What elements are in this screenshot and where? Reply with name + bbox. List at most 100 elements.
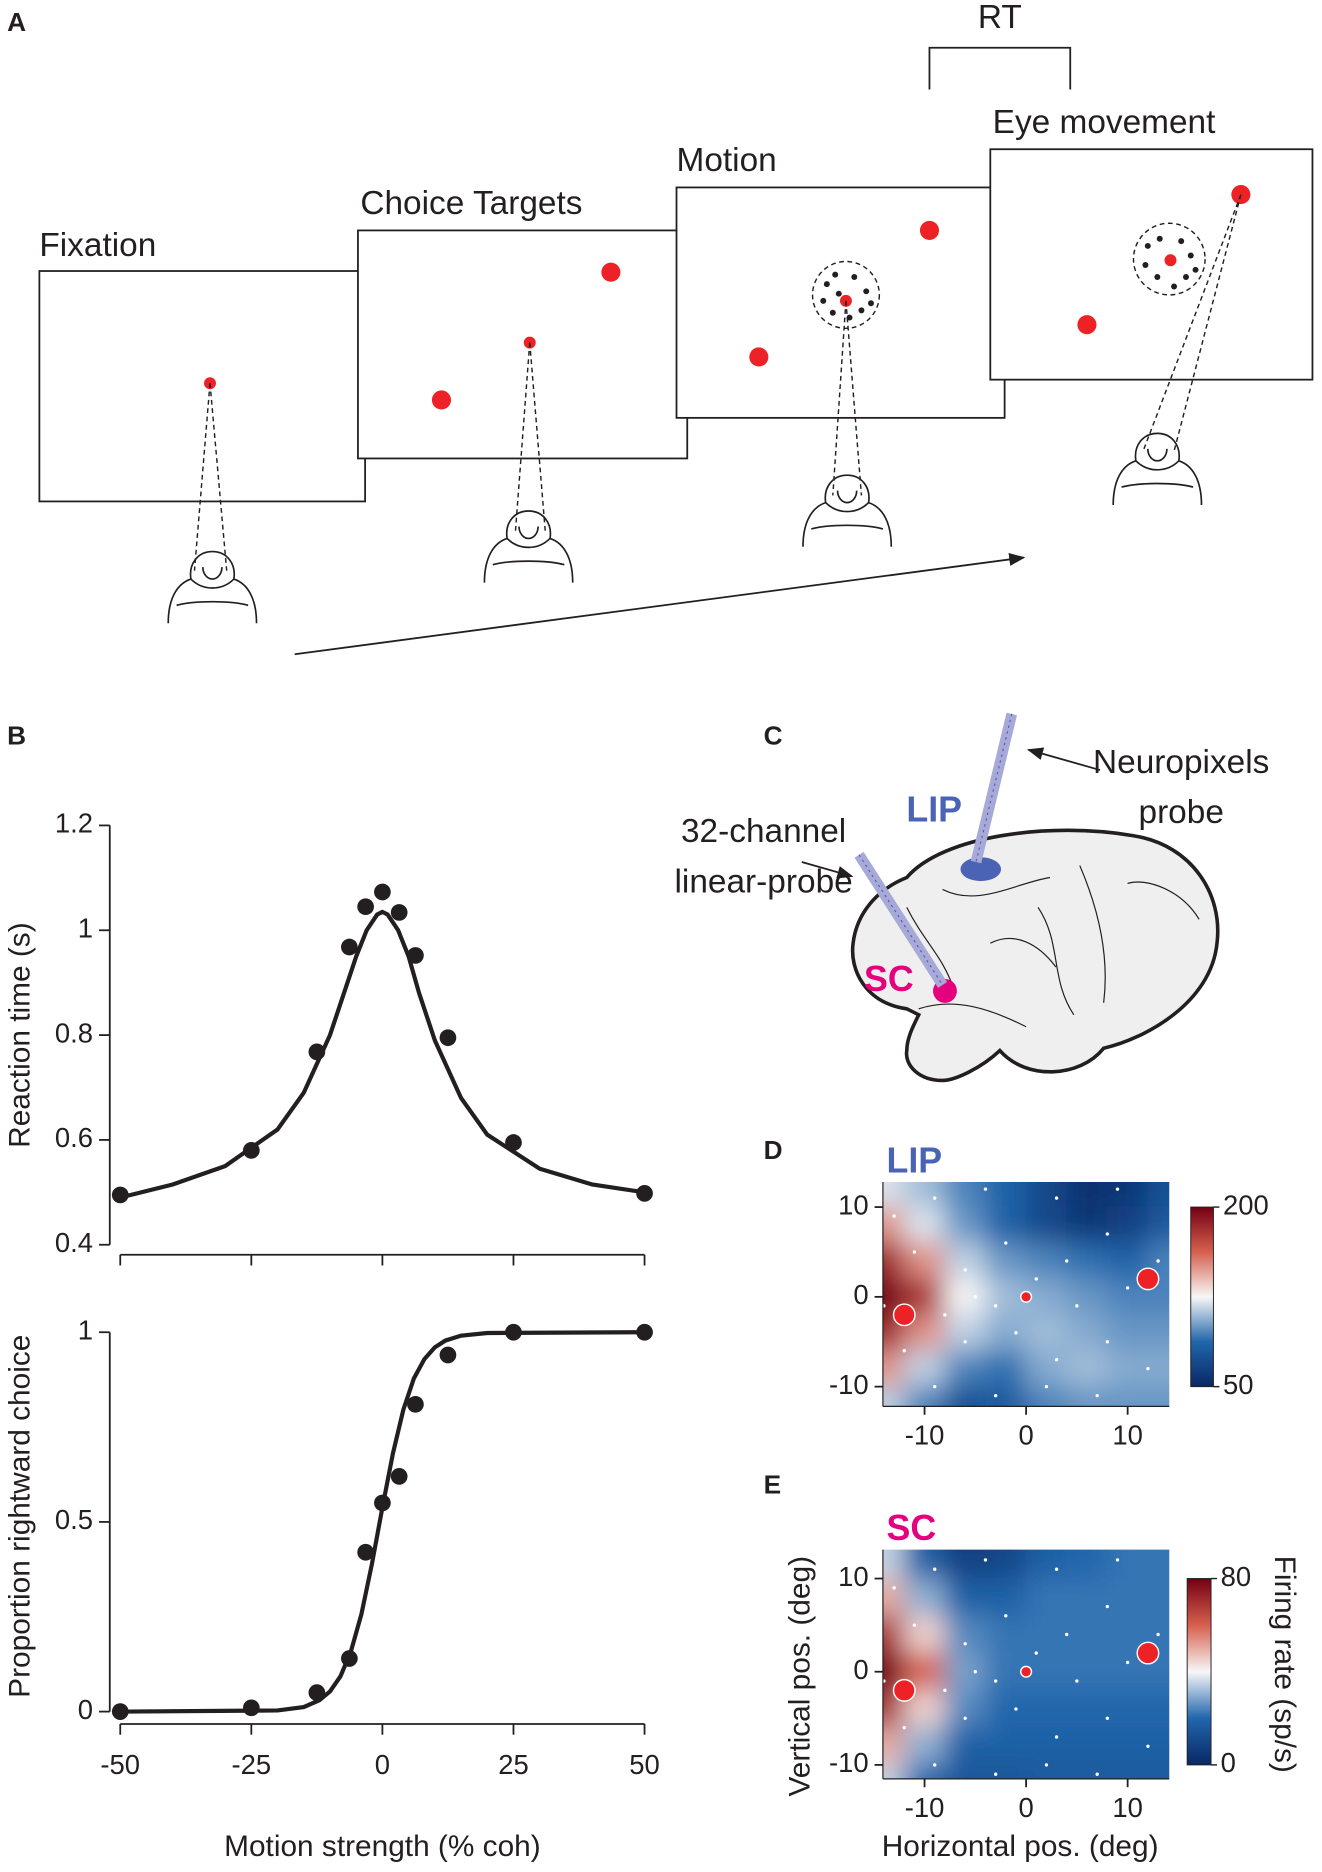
heatmap-cell [1025, 1764, 1068, 1779]
heatmap-cell [1025, 1386, 1068, 1407]
x-tick-label: -10 [905, 1792, 945, 1823]
heatmap-cell [1025, 1727, 1068, 1766]
heatmap-title: SC [887, 1508, 937, 1548]
data-point [636, 1323, 653, 1341]
y-axis-label: Vertical pos. (deg) [784, 1556, 817, 1796]
motion-aperture [1132, 222, 1206, 296]
sample-point [1065, 1632, 1069, 1637]
sample-point [882, 1304, 886, 1308]
sample-point [1105, 1232, 1110, 1236]
sample-point [1156, 1632, 1160, 1637]
panel-a: A RT Fixation Choice Targets Motion Eye … [7, 0, 1314, 656]
heatmap-cell [882, 1350, 905, 1388]
data-point [357, 898, 374, 916]
fit-curve [120, 1330, 645, 1714]
heatmap-cell [984, 1652, 1027, 1691]
y-tick-label: 0 [853, 1654, 868, 1685]
sample-point [1125, 1286, 1130, 1290]
heatmap-cell [1066, 1206, 1108, 1244]
heatmap-cells [882, 1549, 1170, 1779]
sample-point [993, 1679, 998, 1683]
heatmap-cell [984, 1278, 1027, 1316]
data-point [111, 1186, 129, 1204]
heatmap-cell [882, 1242, 905, 1280]
heatmap-cell [1066, 1278, 1108, 1316]
sample-point [963, 1340, 967, 1344]
data-point [390, 904, 408, 921]
heatmap-cell [903, 1549, 946, 1580]
heatmap-cell [1066, 1727, 1108, 1766]
heatmap-cell [984, 1689, 1027, 1729]
sample-point [1095, 1772, 1099, 1776]
heatmap-cell [1106, 1181, 1149, 1208]
heatmap-cell [903, 1727, 946, 1766]
probe-label: Neuropixels [1093, 744, 1269, 781]
gaze-line [514, 342, 546, 532]
sample-point [973, 1670, 977, 1674]
probe-label: 32-channel [681, 813, 846, 850]
y-tick-label: 10 [838, 1189, 869, 1220]
sample-point [993, 1304, 998, 1308]
colorbar-tick-label: 200 [1223, 1189, 1269, 1220]
heatmap-cell [1147, 1242, 1170, 1280]
x-tick-label: 0 [1018, 1792, 1033, 1823]
x-tick-label: 0 [1018, 1420, 1033, 1451]
heatmap-cell [984, 1181, 1027, 1208]
heatmap-cell [1025, 1242, 1068, 1280]
heatmap-cell [1147, 1350, 1170, 1388]
heatmap-cell [984, 1314, 1027, 1352]
x-tick-label: 10 [1112, 1420, 1143, 1451]
panel-label: E [764, 1469, 782, 1499]
heatmap-cell [944, 1577, 987, 1617]
y-tick-label: -10 [829, 1747, 869, 1778]
heatmap-cell [1066, 1242, 1108, 1280]
heatmap-cell [1025, 1549, 1068, 1580]
heatmap-cell [1066, 1652, 1108, 1691]
colorbar-tick-label: 0 [1221, 1747, 1236, 1778]
target [892, 1303, 916, 1327]
step-label: Fixation [39, 227, 156, 264]
heatmap-cell [984, 1577, 1027, 1617]
sample-point [963, 1716, 967, 1720]
y-tick-label: 0 [78, 1694, 93, 1725]
heatmap-cell [1147, 1549, 1170, 1580]
target [919, 220, 940, 240]
panel-label: A [7, 7, 26, 37]
sample-point [1044, 1763, 1049, 1767]
heatmap-cell [944, 1206, 987, 1244]
target [1077, 315, 1097, 335]
heatmap-cell [984, 1206, 1027, 1244]
heatmap-cell [1025, 1206, 1068, 1244]
data-point [636, 1185, 653, 1202]
y-tick-label: 1 [78, 913, 93, 944]
sample-point [1004, 1614, 1008, 1618]
heatmap-cell [882, 1764, 905, 1779]
heatmap-cells [882, 1181, 1170, 1407]
target [1020, 1665, 1033, 1678]
sample-point [882, 1679, 886, 1683]
heatmap-cell [1025, 1314, 1068, 1352]
y-tick-label: 0.6 [55, 1122, 93, 1153]
heatmap-cell [944, 1181, 987, 1208]
heatmap-cell [903, 1242, 946, 1280]
screen [357, 229, 689, 460]
x-tick-label: 25 [498, 1749, 529, 1780]
sample-point [1105, 1604, 1110, 1609]
step-label: Eye movement [993, 104, 1216, 141]
heatmap-cell [1066, 1181, 1108, 1208]
data-point [439, 1346, 457, 1364]
data-point [390, 1468, 408, 1485]
sample-point [892, 1586, 896, 1590]
heatmap-cell [1025, 1615, 1068, 1654]
sample-point [973, 1295, 977, 1299]
heatmap-cell [1066, 1615, 1108, 1654]
target [1136, 1641, 1160, 1665]
sample-point [983, 1187, 988, 1191]
sulci [906, 865, 1200, 1028]
sample-point [993, 1393, 998, 1398]
heatmap-cell [882, 1206, 905, 1244]
heatmap-cell [882, 1689, 905, 1729]
sample-point [1054, 1358, 1059, 1362]
heatmap-cell [1147, 1577, 1170, 1617]
sample-point [1004, 1241, 1008, 1245]
